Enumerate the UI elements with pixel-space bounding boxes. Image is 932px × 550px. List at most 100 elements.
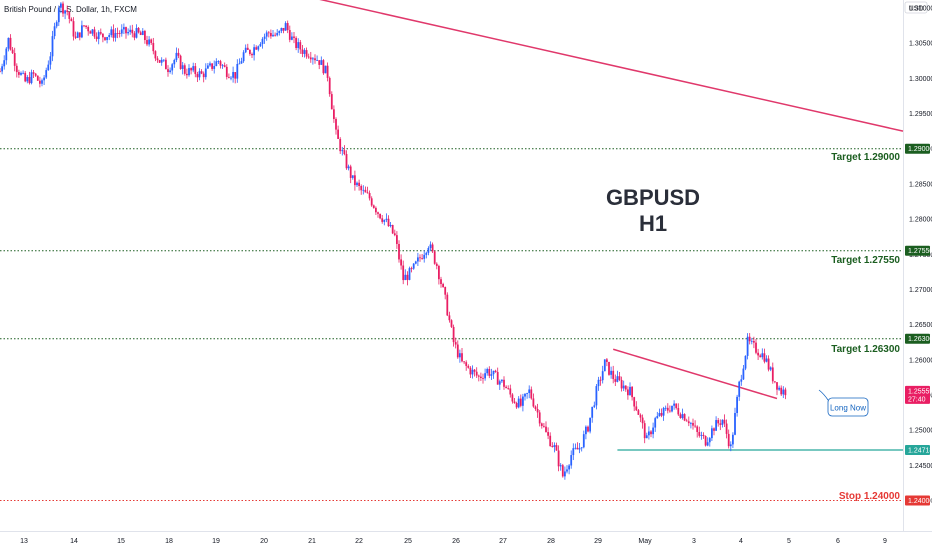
candle-body	[469, 367, 472, 375]
candle-body	[253, 47, 255, 56]
candle-body	[39, 80, 41, 84]
candle-body	[759, 355, 762, 358]
candle-body	[543, 425, 545, 427]
candle-body	[318, 60, 321, 65]
candle-body	[249, 49, 251, 54]
trendline-short-term-down[interactable]	[612, 348, 778, 400]
candle-body	[274, 34, 276, 36]
candle-body	[339, 138, 342, 152]
candle-body	[15, 65, 18, 73]
candle-body	[538, 412, 541, 424]
candle-body	[671, 405, 673, 412]
price-tick-label: 1.28000	[909, 217, 932, 224]
candle-body	[725, 423, 728, 434]
candle-body	[387, 218, 390, 227]
candle-body	[0, 71, 1, 73]
candle-body	[753, 340, 755, 343]
candle-body	[263, 36, 266, 39]
candle-body	[381, 218, 384, 222]
candle-body	[519, 398, 522, 406]
candle-body	[456, 344, 459, 358]
candle-body	[286, 23, 289, 31]
candle-body	[696, 426, 699, 433]
currency-badge[interactable]: USD	[904, 1, 928, 14]
time-tick-label: May	[638, 538, 652, 545]
candle-body	[568, 465, 570, 470]
candle-body	[685, 420, 688, 422]
candle-body	[585, 426, 587, 435]
candle-body	[112, 29, 115, 38]
candle-body	[330, 94, 333, 110]
candle-body	[102, 33, 104, 38]
candle-body	[704, 435, 707, 446]
candle-body	[30, 72, 33, 84]
candle-body	[620, 379, 623, 389]
candle-body	[574, 447, 577, 449]
candle-body	[81, 25, 83, 38]
candle-body	[282, 27, 285, 31]
candle-body	[738, 381, 741, 397]
candle-body	[629, 386, 631, 396]
candle-body	[719, 423, 722, 425]
candle-body	[137, 27, 140, 33]
long-now-text: Long Now	[830, 404, 866, 413]
candle-body	[335, 118, 337, 130]
candle-body	[116, 33, 119, 34]
candle-body	[169, 70, 171, 73]
candle-body	[120, 29, 123, 34]
price-tick-label: 1.25000	[909, 428, 932, 435]
symbol-description: British Pound / U.S. Dollar, 1h, FXCM	[4, 5, 137, 14]
candle-body	[717, 420, 720, 424]
long-now-callout[interactable]: Long Now	[818, 389, 869, 417]
candle-body	[484, 373, 486, 379]
price-tick-label: 1.28500	[909, 181, 932, 188]
time-axis[interactable]: 13 14 15 18 19 20 21 22 25 26 27 28 29 May 3 4 5 6 9	[20, 538, 887, 545]
candle-body	[150, 39, 153, 43]
candle-body	[171, 64, 174, 71]
candle-body	[55, 22, 58, 27]
candle-body	[639, 414, 642, 418]
price-tick-label: 1.24500	[909, 463, 932, 470]
candle-body	[133, 33, 136, 38]
candle-body	[540, 423, 543, 426]
stop-tag-bg	[905, 495, 930, 506]
time-tick-label: 26	[452, 538, 460, 545]
current-price-tag-bg	[905, 385, 930, 404]
candle-body	[393, 233, 396, 236]
candle-body	[778, 387, 780, 390]
support-tag-bg	[905, 445, 930, 456]
candle-body	[328, 77, 331, 95]
time-tick-label: 6	[836, 538, 840, 545]
candle-body	[532, 398, 535, 407]
candle-body	[488, 368, 491, 376]
candle-body	[196, 74, 199, 78]
candle-body	[402, 265, 405, 281]
candle-body	[757, 352, 759, 356]
candle-body	[652, 427, 654, 435]
candle-body	[711, 428, 713, 439]
candle-body	[114, 33, 117, 38]
candle-body	[425, 252, 428, 255]
candle-body	[742, 368, 745, 380]
target-2-tag-text: 1.27550	[908, 248, 932, 255]
candle-body	[700, 434, 703, 436]
candle-body	[650, 431, 652, 435]
trendline-long-term-down[interactable]	[0, 0, 904, 132]
candle-body	[207, 65, 209, 69]
candle-body	[496, 372, 499, 385]
candle-body	[322, 60, 325, 74]
candle-body	[549, 435, 552, 447]
candle-body	[305, 50, 308, 57]
candle-body	[593, 405, 596, 407]
candle-body	[34, 73, 37, 76]
candle-body	[417, 257, 419, 262]
candle-body	[616, 376, 619, 382]
candle-body	[494, 370, 497, 373]
trendlines-layer[interactable]	[0, 0, 904, 400]
candle-body	[423, 254, 426, 259]
candle-body	[238, 63, 241, 65]
candle-body	[194, 66, 197, 75]
